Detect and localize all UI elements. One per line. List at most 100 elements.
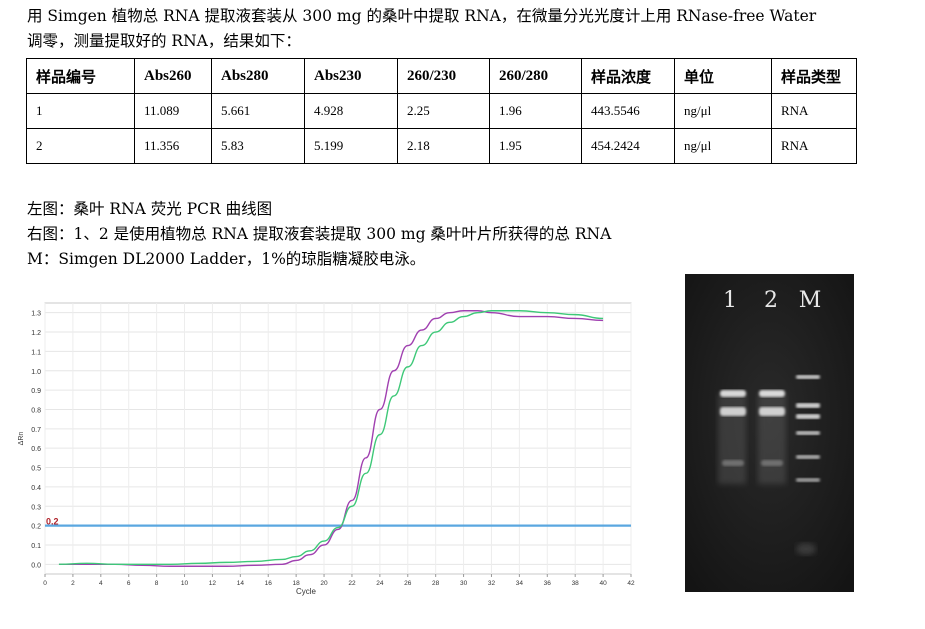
lane-1-bands <box>718 390 746 484</box>
x-tick-label: 12 <box>209 580 217 587</box>
y-tick-label: 0.6 <box>31 446 41 453</box>
header-abs230: Abs230 <box>304 58 398 94</box>
amplification-curves <box>58 310 604 567</box>
pcr-amplification-chart: 0.0 0.1 0.2 0.3 0.4 0.5 0.6 0.7 0.8 0.9 1.0 1.1 1.2 1… <box>18 302 635 596</box>
marker-lane-bands <box>796 375 820 555</box>
lane-label-m: M <box>799 288 822 313</box>
cell-unit: ng/μl <box>674 93 772 129</box>
x-axis-label: Cycle <box>296 587 317 596</box>
ladder-band <box>796 403 820 408</box>
x-tick-label: 18 <box>293 580 301 587</box>
ladder-band <box>796 431 820 435</box>
ladder-band <box>796 478 820 482</box>
caption-marker: M：Simgen DL2000 Ladder，1%的琼脂糖凝胶电泳。 <box>27 250 426 268</box>
x-tick-label: 40 <box>599 580 607 587</box>
y-tick-label: 0.9 <box>31 388 41 395</box>
band-18s <box>720 407 746 416</box>
x-tick-label: 4 <box>99 580 103 587</box>
table-row: 1 11.089 5.661 4.928 2.25 1.96 443.5546 … <box>26 93 857 129</box>
gel-lane-labels: 1 2 M <box>723 288 821 313</box>
y-tick-label: 1.1 <box>31 349 41 356</box>
x-tick-labels: 0 2 4 6 8 10 12 14 16 18 20 22 24 26 28 30 32 34 36 38 40 42 <box>43 580 635 587</box>
band-small-rna <box>722 460 744 466</box>
caption-left: 左图：桑叶 RNA 荧光 PCR 曲线图 <box>27 200 273 218</box>
band-28s <box>720 390 746 397</box>
x-tick-label: 16 <box>265 580 273 587</box>
threshold-label: 0.2 <box>46 517 59 527</box>
x-tick-label: 22 <box>348 580 356 587</box>
x-tick-label: 38 <box>572 580 580 587</box>
x-tick-label: 6 <box>127 580 131 587</box>
cell-sample-id: 1 <box>26 93 135 129</box>
table-header-row: 样品编号 Abs260 Abs280 Abs230 260/230 260/28… <box>26 58 857 94</box>
cell-sample-type: RNA <box>771 128 857 164</box>
y-tick-label: 0.7 <box>31 427 41 434</box>
cell-abs260: 11.356 <box>134 128 212 164</box>
x-tick-label: 2 <box>71 580 75 587</box>
cell-unit: ng/μl <box>674 128 772 164</box>
y-tick-label: 0.4 <box>31 485 41 492</box>
caption-right: 右图：1、2 是使用植物总 RNA 提取液套装提取 300 mg 桑叶叶片所获得… <box>27 225 612 243</box>
table-row: 2 11.356 5.83 5.199 2.18 1.95 454.2424 n… <box>26 128 857 164</box>
cell-abs260: 11.089 <box>134 93 212 129</box>
figure-captions: 左图：桑叶 RNA 荧光 PCR 曲线图 右图：1、2 是使用植物总 RNA 提… <box>27 197 611 272</box>
x-tick-label: 14 <box>237 580 245 587</box>
x-tick-label: 42 <box>627 580 635 587</box>
x-tick-label: 26 <box>404 580 412 587</box>
header-unit: 单位 <box>674 58 772 94</box>
ladder-band <box>796 414 820 419</box>
plot-area <box>44 302 632 575</box>
x-tick-label: 34 <box>516 580 524 587</box>
header-sample-type: 样品类型 <box>771 58 857 94</box>
cell-sample-id: 2 <box>26 128 135 164</box>
agarose-gel-image: 1 2 M <box>685 274 854 592</box>
cell-concentration: 443.5546 <box>581 93 675 129</box>
x-tick-label: 8 <box>155 580 159 587</box>
band-small-rna <box>761 460 783 466</box>
header-abs260: Abs260 <box>134 58 212 94</box>
x-tick-label: 36 <box>544 580 552 587</box>
x-tick-label: 30 <box>460 580 468 587</box>
y-tick-label: 1.2 <box>31 330 41 337</box>
band-18s <box>759 407 785 416</box>
grid <box>44 303 632 577</box>
intro-line-1: 用 Simgen 植物总 RNA 提取液套装从 300 mg 的桑叶中提取 RN… <box>27 7 817 25</box>
ladder-band <box>796 375 820 379</box>
y-tick-label: 1.0 <box>31 369 41 376</box>
lane-2-bands <box>758 390 786 484</box>
header-concentration: 样品浓度 <box>581 58 675 94</box>
y-tick-label: 0.8 <box>31 407 41 414</box>
y-axis-label: ΔRn <box>18 432 25 446</box>
cell-abs280: 5.661 <box>211 93 305 129</box>
x-tick-label: 10 <box>181 580 189 587</box>
header-abs280: Abs280 <box>211 58 305 94</box>
intro-paragraph: 用 Simgen 植物总 RNA 提取液套装从 300 mg 的桑叶中提取 RN… <box>27 4 816 54</box>
header-sample-id: 样品编号 <box>26 58 135 94</box>
cell-abs230: 4.928 <box>304 93 398 129</box>
cell-260-280: 1.95 <box>489 128 582 164</box>
header-260-230: 260/230 <box>397 58 490 94</box>
cell-260-230: 2.18 <box>397 128 490 164</box>
lane-label-1: 1 <box>723 288 737 313</box>
cell-260-230: 2.25 <box>397 93 490 129</box>
ladder-band <box>796 455 820 459</box>
x-tick-label: 20 <box>320 580 328 587</box>
y-tick-labels: 0.0 0.1 0.2 0.3 0.4 0.5 0.6 0.7 0.8 0.9 1.0 1.1 1.2 1… <box>31 311 41 570</box>
lane-label-2: 2 <box>764 288 778 313</box>
cell-abs230: 5.199 <box>304 128 398 164</box>
x-tick-label: 24 <box>376 580 384 587</box>
y-tick-label: 0.2 <box>31 524 41 531</box>
y-tick-label: 0.3 <box>31 504 41 511</box>
cell-abs280: 5.83 <box>211 128 305 164</box>
y-tick-label: 0.5 <box>31 466 41 473</box>
cell-260-280: 1.96 <box>489 93 582 129</box>
intro-line-2: 调零，测量提取好的 RNA，结果如下： <box>27 32 301 50</box>
cell-concentration: 454.2424 <box>581 128 675 164</box>
rna-measurement-table: 样品编号 Abs260 Abs280 Abs230 260/230 260/28… <box>26 58 857 164</box>
header-260-280: 260/280 <box>489 58 582 94</box>
x-tick-label: 28 <box>432 580 440 587</box>
cell-sample-type: RNA <box>771 93 857 129</box>
y-tick-label: 0.0 <box>31 562 41 569</box>
y-tick-label: 1.3 <box>31 311 41 318</box>
x-tick-label: 32 <box>488 580 496 587</box>
